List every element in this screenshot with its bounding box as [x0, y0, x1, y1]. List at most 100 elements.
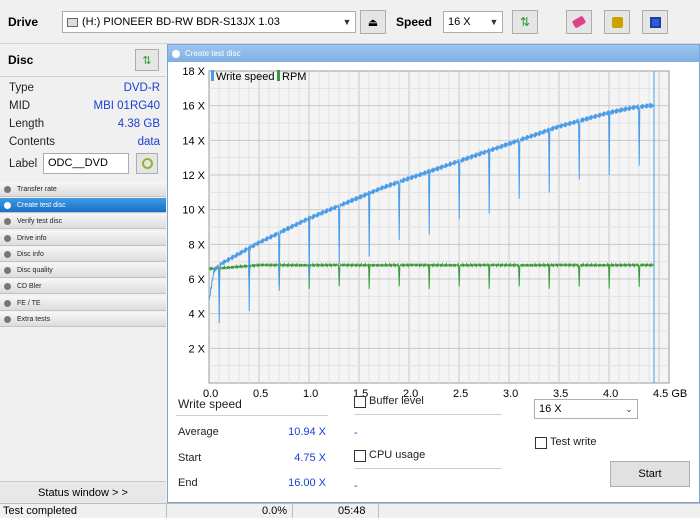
disc-icon [172, 49, 180, 58]
options-button[interactable] [604, 10, 630, 34]
write-speed-select-value: 16 X [539, 403, 562, 415]
y-tick-label: 18 X [182, 66, 205, 78]
start-button[interactable]: Start [610, 461, 690, 487]
chart-ticks: 0.0 0.5 1.0 1.5 2.0 2.5 3.0 3.5 4.0 4.5 GB 2 X 4 X 6… [182, 66, 687, 399]
x-tick-label: 3.5 [553, 388, 568, 399]
legend-write-speed: Write speed [216, 71, 275, 83]
average-label: Average [178, 426, 219, 438]
disc-length-key: Length [9, 118, 45, 130]
settings-icon [611, 16, 623, 28]
disc-icon [4, 315, 11, 323]
divider [292, 504, 293, 518]
disc-panel: Disc ⇅ Type DVD-R MID MBI 01RG40 Length … [0, 44, 166, 180]
y-tick-label: 2 X [188, 343, 205, 355]
cpu-usage-checkbox[interactable] [354, 450, 366, 462]
nav-item-create-test-disc[interactable]: Create test disc [0, 198, 166, 213]
speed-select-value: 16 X [448, 16, 471, 28]
nav-item-extra-tests[interactable]: Extra tests [0, 312, 166, 327]
chevron-down-icon: ⌄ [625, 403, 633, 414]
disc-contents-key: Contents [9, 136, 56, 148]
disc-label-field[interactable]: ODC__DVD [43, 153, 129, 174]
speed-select[interactable]: 16 X ▼ [443, 11, 503, 33]
test-navigation: Transfer rate Create test disc Verify te… [0, 182, 166, 332]
buffer-level-checkbox[interactable] [354, 396, 366, 408]
disc-mid-value: MBI 01RG40 [93, 100, 160, 112]
legend-rpm-swatch [277, 70, 280, 81]
disc-length-value: 4.38 GB [117, 118, 160, 130]
drive-select[interactable]: (H:) PIONEER BD-RW BDR-S13JX 1.03 ▼ [62, 11, 356, 33]
disc-type-value: DVD-R [123, 82, 160, 94]
test-write-checkbox[interactable] [535, 437, 547, 449]
legend-rpm: RPM [282, 71, 306, 83]
y-tick-label: 4 X [188, 309, 205, 321]
x-tick-label: 1.0 [303, 388, 318, 399]
nav-item-label: CD Bler [17, 282, 42, 290]
refresh-speed-button[interactable]: ⇅ [512, 10, 538, 34]
disc-label-apply-button[interactable] [136, 153, 158, 174]
erase-button[interactable] [566, 10, 592, 34]
cpu-usage-label: CPU usage [369, 449, 426, 461]
nav-item-verify-test-disc[interactable]: Verify test disc [0, 214, 166, 229]
status-bar: Test completed 0.0% 05:48 [0, 503, 700, 518]
y-tick-label: 12 X [182, 170, 205, 182]
eject-button[interactable]: ⏏ [360, 10, 386, 34]
eraser-icon [571, 15, 587, 29]
end-label: End [178, 477, 198, 489]
chevron-down-icon: ▼ [342, 17, 352, 27]
disc-icon [4, 250, 11, 258]
start-label: Start [178, 452, 202, 464]
disc-icon [4, 282, 11, 290]
status-progress-percent: 0.0% [262, 505, 288, 517]
disc-mid-key: MID [9, 100, 31, 112]
disc-header: Disc [8, 53, 34, 67]
nav-item-transfer-rate[interactable]: Transfer rate [0, 182, 166, 197]
y-tick-label: 6 X [188, 274, 205, 286]
x-tick-label: 4.5 GB [653, 388, 687, 399]
nav-item-label: Extra tests [17, 315, 51, 323]
divider [176, 415, 328, 416]
nav-item-label: Drive info [17, 234, 47, 242]
nav-item-label: Disc quality [17, 266, 53, 274]
divider [354, 414, 502, 415]
status-elapsed-time: 05:48 [338, 505, 366, 517]
cpu-usage-value: - [354, 480, 358, 492]
disc-contents-value: data [137, 136, 160, 148]
start-value: 4.75 X [294, 452, 326, 464]
disc-icon [4, 299, 11, 307]
disc-icon [4, 217, 11, 225]
disc-icon [4, 234, 11, 242]
write-speed-heading: Write speed [178, 397, 242, 411]
buffer-level-label: Buffer level [369, 395, 424, 407]
eject-icon: ⏏ [367, 16, 379, 29]
create-test-disc-panel: Create test disc 0.0 0.5 1.0 1.5 2.0 2.5 3.0 3.… [167, 44, 700, 503]
nav-item-drive-info[interactable]: Drive info [0, 231, 166, 246]
end-value: 16.00 X [288, 477, 326, 489]
apply-icon [141, 158, 153, 169]
speed-label: Speed [396, 15, 433, 29]
x-tick-label: 3.0 [503, 388, 518, 399]
x-tick-label: 0.0 [203, 388, 218, 399]
nav-empty-area [0, 332, 166, 481]
write-speed-select[interactable]: 16 X ⌄ [534, 399, 638, 419]
nav-item-label: Transfer rate [17, 185, 57, 193]
save-button[interactable] [642, 10, 668, 34]
disc-refresh-button[interactable]: ⇅ [135, 49, 159, 71]
status-window-button[interactable]: Status window > > [0, 481, 166, 503]
buffer-level-value: - [354, 427, 358, 439]
divider [378, 504, 379, 518]
disc-icon [4, 201, 11, 209]
save-icon [649, 16, 661, 28]
y-tick-label: 8 X [188, 239, 205, 251]
nav-item-disc-info[interactable]: Disc info [0, 247, 166, 262]
rpm-series-line [208, 261, 654, 290]
nav-item-fe-te[interactable]: FE / TE [0, 296, 166, 311]
nav-item-disc-quality[interactable]: Disc quality [0, 263, 166, 278]
x-tick-label: 4.0 [603, 388, 618, 399]
write-speed-chart: 0.0 0.5 1.0 1.5 2.0 2.5 3.0 3.5 4.0 4.5 GB 2 X 4 X 6… [182, 66, 687, 399]
chart-legend: Write speed RPM [211, 70, 306, 83]
panel-title-bar: Create test disc [168, 45, 699, 62]
nav-item-cd-bler[interactable]: CD Bler [0, 279, 166, 294]
refresh-icon: ⇅ [519, 15, 531, 29]
status-text: Test completed [3, 505, 77, 517]
divider [166, 504, 167, 518]
